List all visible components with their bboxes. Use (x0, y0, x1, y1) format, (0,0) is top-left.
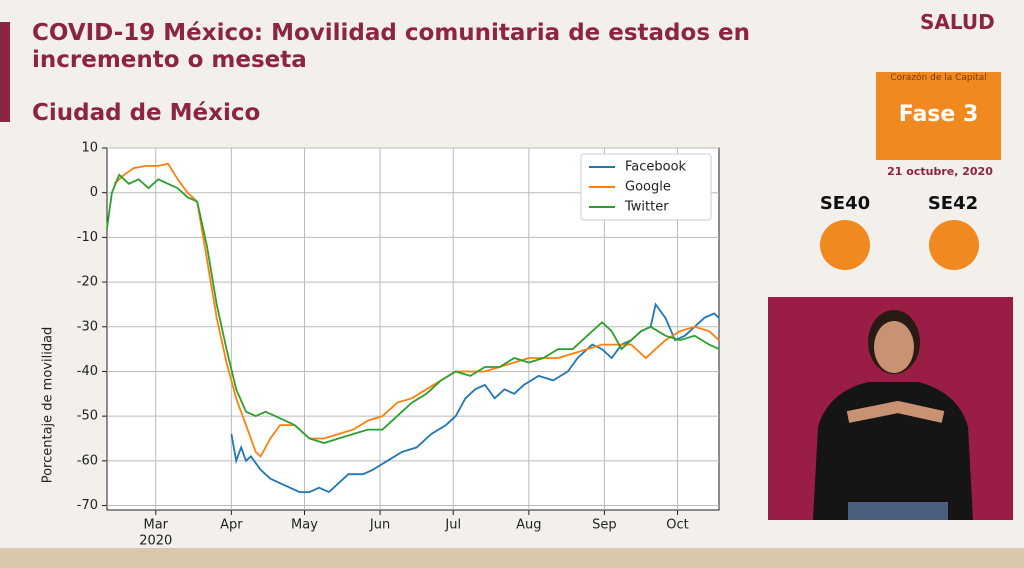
footer-strip (0, 548, 1024, 568)
legend-label: Twitter (624, 200, 669, 215)
accent-bar (0, 22, 10, 122)
phase-caption: Corazón de la Capital (890, 73, 987, 83)
x-tick-label: Mar (143, 518, 168, 533)
y-axis-label: Porcentaje de movilidad (41, 327, 56, 484)
y-tick-label: 10 (81, 141, 98, 156)
legend-label: Facebook (625, 160, 687, 175)
x-tick-label: Oct (666, 518, 688, 533)
week-label: SE40 (819, 193, 871, 214)
x-tick-label: Sep (592, 518, 617, 533)
x-tick-label: Jul (444, 518, 461, 533)
week-indicator (820, 220, 870, 270)
phase-box (876, 72, 1001, 160)
chart: Porcentaje de movilidad 10 0 -10 -20 -30 -40 -… (41, 141, 720, 549)
y-tick-label: -70 (77, 498, 98, 513)
y-tick-label: -30 (77, 319, 98, 334)
week-indicator (929, 220, 979, 270)
x-year-label: 2020 (139, 534, 172, 549)
date-label: 21 octubre, 2020 (887, 165, 993, 178)
y-tick-label: -50 (77, 409, 98, 424)
y-tick-label: -20 (77, 275, 98, 290)
y-tick-label: -60 (77, 453, 98, 468)
x-tick-label: Aug (516, 518, 541, 533)
y-tick-label: 0 (90, 185, 98, 200)
interpreter-video (768, 297, 1013, 520)
slide-title: COVID-19 México: Movilidad comunitaria d… (32, 20, 750, 73)
phase-label: Fase 3 (898, 102, 979, 127)
x-tick-label: May (291, 518, 318, 533)
logo-text: SALUD (920, 10, 995, 34)
x-tick-label: Apr (220, 518, 243, 533)
slide-subtitle: Ciudad de México (32, 100, 261, 126)
week-label: SE42 (927, 193, 979, 214)
legend-box (580, 153, 712, 221)
legend-label: Google (625, 180, 671, 195)
y-tick-label: -40 (77, 364, 98, 379)
y-tick-label: -10 (77, 230, 98, 245)
x-tick-label: Jun (369, 518, 390, 533)
series-line (106, 173, 720, 444)
